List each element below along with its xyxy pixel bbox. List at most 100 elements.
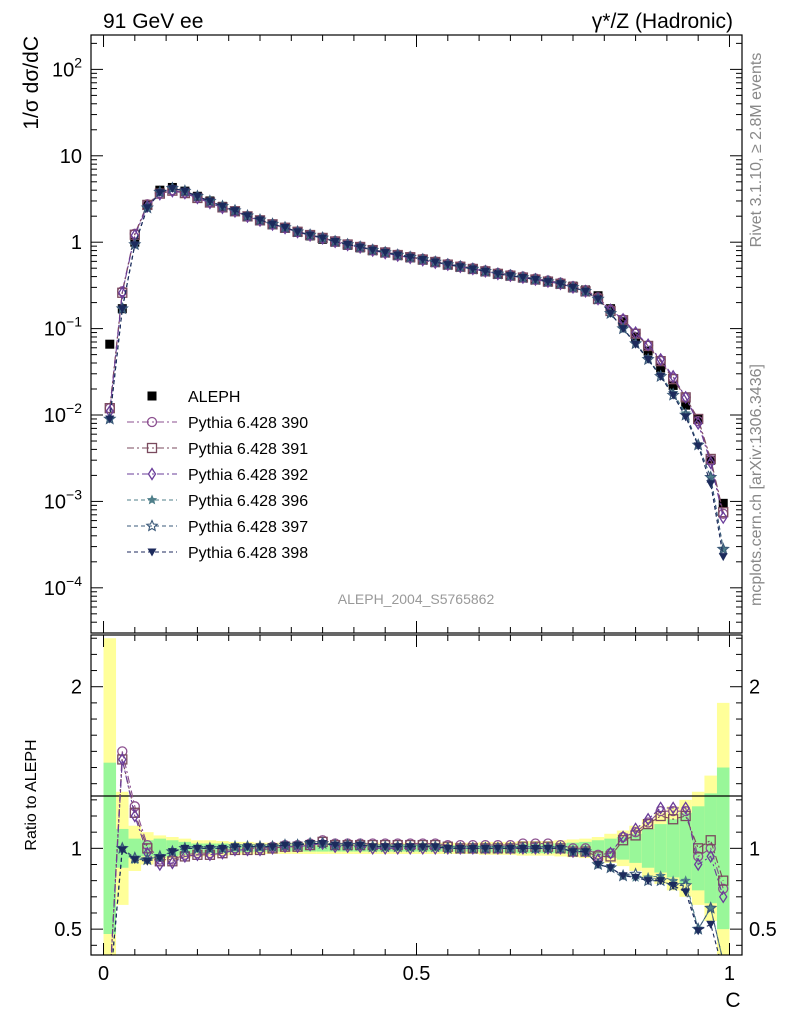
ratio-data-point (606, 864, 616, 873)
main-data-point (631, 340, 641, 349)
ratio-y-tick-label: 1 (71, 838, 82, 860)
legend-label: ALEPH (188, 389, 240, 406)
ratio-data-point (280, 841, 290, 850)
ratio-data-point (305, 839, 315, 848)
ratio-band-inner (128, 838, 142, 859)
legend: ALEPH Pythia 6.428 390 Pythia 6.428 391 Pyt… (127, 389, 308, 562)
ratio-data-point (117, 846, 127, 855)
ratio-band-inner (679, 812, 692, 884)
legend-item: Pythia 6.428 396 (127, 493, 308, 510)
legend-label: Pythia 6.428 391 (188, 441, 308, 458)
x-tick-label: 0.5 (403, 963, 431, 985)
main-data-point (618, 317, 628, 327)
main-data-point (242, 212, 252, 221)
legend-marker (147, 391, 157, 401)
ratio-band-inner (716, 767, 730, 930)
main-y-tick-label: 1 (71, 232, 82, 254)
ratio-data-point (205, 848, 215, 862)
ratio-ticks: 0.5 0.5 1 1 2 2 0 0.5 1 (54, 635, 777, 985)
main-data-point (643, 355, 653, 364)
main-data-point (318, 234, 328, 243)
ratio-data-point (693, 857, 703, 872)
ratio-data-point (705, 843, 716, 854)
main-data-point (493, 270, 503, 279)
ratio-data-point (518, 844, 528, 853)
main-data-point (668, 391, 678, 400)
main-data-point (716, 542, 730, 555)
main-data-point (704, 470, 718, 483)
ratio-data-point (193, 848, 202, 862)
main-data-point (718, 510, 728, 525)
main-data-point (330, 237, 340, 246)
ratio-data-point (718, 875, 729, 886)
header-right: γ*/Z (Hadronic) (592, 10, 733, 33)
ratio-band-inner (691, 806, 705, 891)
ratio-data-point (155, 854, 165, 863)
ratio-data-point (655, 810, 666, 822)
main-data-point (693, 442, 703, 451)
legend-marker (146, 416, 158, 428)
main-data-point (380, 248, 390, 257)
ratio-data-point (617, 835, 629, 846)
ratio-data-point (155, 857, 165, 872)
ratio-data-point (205, 844, 215, 853)
main-data-point (718, 553, 728, 562)
ratio-band-inner (629, 833, 642, 863)
ratio-data-point (718, 890, 728, 904)
ratio-data-point (618, 830, 628, 844)
main-y-tick-label: 10−2 (44, 400, 82, 427)
ratio-data-point (405, 843, 415, 852)
ratio-y-axis-label: Ratio to ALEPH (23, 739, 40, 850)
main-data-point (455, 263, 465, 272)
ratio-series-line (110, 751, 724, 955)
legend-label: Pythia 6.428 392 (188, 467, 308, 484)
analysis-label: ALEPH_2004_S5765862 (338, 591, 495, 607)
ratio-data-point (593, 860, 603, 869)
ratio-data-point (130, 809, 140, 823)
main-data-point (268, 220, 278, 229)
ratio-data-point (668, 801, 678, 815)
ratio-data-point (555, 844, 565, 853)
main-data-point (468, 265, 478, 274)
ratio-data-point (706, 849, 715, 864)
main-data-point (656, 363, 666, 373)
legend-item: ALEPH (147, 389, 240, 406)
main-data-point (155, 189, 165, 198)
ratio-data-point (255, 843, 265, 852)
main-plot-marks (103, 181, 730, 562)
main-data-point (105, 415, 115, 424)
main-data-point (681, 400, 691, 410)
main-data-point (405, 253, 415, 262)
ratio-data-point (355, 841, 365, 850)
ratio-data-point (468, 844, 478, 853)
main-data-point (568, 283, 578, 292)
main-data-point (706, 480, 716, 489)
ratio-data-point (681, 801, 690, 815)
ratio-band-inner (666, 819, 680, 878)
main-data-point (180, 187, 190, 196)
ratio-data-point (167, 848, 177, 857)
x-tick-label: 1 (724, 963, 735, 985)
ratio-data-point (704, 901, 718, 914)
ratio-data-point (293, 841, 303, 850)
x-tick-label: 0 (98, 963, 109, 985)
ratio-band-inner (103, 762, 117, 934)
main-data-point (142, 204, 152, 213)
ratio-data-point (718, 883, 729, 894)
main-data-point (393, 251, 403, 260)
main-data-point (618, 325, 628, 334)
main-data-point (205, 197, 215, 206)
main-data-point (293, 228, 303, 237)
main-data-point (705, 453, 716, 465)
ratio-data-point (681, 888, 691, 897)
legend-item: Pythia 6.428 390 (127, 415, 308, 432)
ratio-data-point (680, 810, 691, 822)
ratio-data-point (631, 873, 641, 882)
main-data-point (118, 286, 127, 300)
main-data-point (255, 216, 265, 225)
ratio-data-point (368, 843, 378, 852)
ratio-data-point (706, 920, 716, 929)
ratio-data-point (418, 843, 428, 852)
ratio-plot-marks (110, 746, 729, 955)
